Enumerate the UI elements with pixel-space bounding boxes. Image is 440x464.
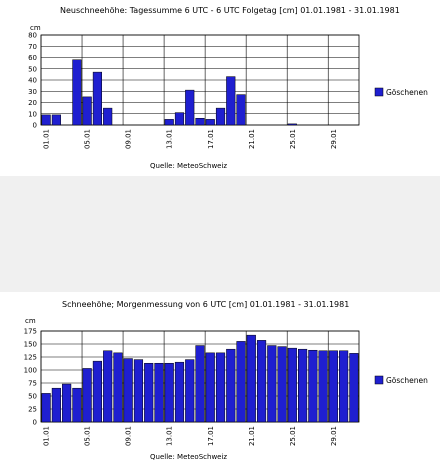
bar bbox=[62, 383, 72, 423]
bar bbox=[318, 350, 328, 423]
separator-area bbox=[0, 176, 440, 292]
x-tick-label: 25.01 bbox=[289, 129, 297, 149]
y-tick-label: 0 bbox=[33, 419, 37, 427]
x-tick-label: 13.01 bbox=[166, 129, 174, 149]
x-tick-label: 21.01 bbox=[248, 426, 256, 446]
bar bbox=[174, 361, 185, 423]
bar bbox=[246, 334, 256, 423]
x-tick-label: 09.01 bbox=[125, 426, 133, 446]
y-tick-label: 100 bbox=[24, 367, 37, 375]
y-tick-label: 50 bbox=[28, 65, 37, 73]
legend-label: Göschenen bbox=[386, 376, 428, 385]
bar bbox=[267, 345, 277, 423]
bar bbox=[215, 352, 226, 423]
bar bbox=[82, 96, 92, 126]
bar bbox=[113, 352, 123, 423]
chart-panel-new-snow: Neuschneehöhe: Tagessumme 6 UTC - 6 UTC … bbox=[0, 0, 440, 176]
y-tick-label: 80 bbox=[28, 32, 37, 40]
chart-panel-snow-depth: Schneehöhe; Morgenmessung von 6 UTC [cm]… bbox=[0, 292, 440, 464]
bar bbox=[349, 353, 359, 423]
chart-title: Neuschneehöhe: Tagessumme 6 UTC - 6 UTC … bbox=[60, 6, 400, 15]
new-snow-chart: Neuschneehöhe: Tagessumme 6 UTC - 6 UTC … bbox=[28, 6, 428, 170]
y-tick-label: 60 bbox=[28, 54, 37, 62]
bar bbox=[185, 89, 195, 126]
bar bbox=[195, 118, 205, 126]
y-tick-label: 50 bbox=[28, 393, 37, 401]
bar bbox=[277, 346, 287, 423]
bar bbox=[287, 123, 297, 126]
bar bbox=[51, 114, 61, 126]
y-tick-label: 20 bbox=[28, 99, 37, 107]
bar bbox=[41, 114, 51, 126]
x-tick-label: 17.01 bbox=[207, 129, 215, 149]
bar bbox=[133, 359, 144, 423]
y-tick-label: 150 bbox=[24, 341, 37, 349]
bar bbox=[195, 345, 205, 423]
y-tick-label: 70 bbox=[28, 43, 37, 51]
y-axis-label: cm bbox=[30, 24, 41, 32]
legend-label: Göschenen bbox=[386, 88, 428, 97]
bar bbox=[226, 76, 236, 126]
bar bbox=[82, 368, 92, 423]
source-note: Quelle: MeteoSchweiz bbox=[150, 162, 227, 170]
bar bbox=[236, 341, 246, 423]
y-tick-label: 25 bbox=[28, 406, 37, 414]
bar bbox=[205, 352, 215, 423]
bar bbox=[164, 362, 174, 423]
source-note: Quelle: MeteoSchweiz bbox=[150, 453, 227, 461]
bar bbox=[51, 387, 61, 423]
chart-title: Schneehöhe; Morgenmessung von 6 UTC [cm]… bbox=[62, 300, 349, 309]
y-tick-label: 30 bbox=[28, 88, 37, 96]
bar bbox=[103, 350, 113, 423]
y-tick-label: 175 bbox=[24, 328, 37, 336]
bar bbox=[205, 119, 215, 126]
y-tick-label: 10 bbox=[28, 110, 37, 118]
x-tick-label: 01.01 bbox=[43, 129, 51, 149]
x-tick-label: 17.01 bbox=[207, 426, 215, 446]
bar bbox=[72, 387, 82, 423]
bar bbox=[226, 348, 236, 423]
bar bbox=[287, 347, 297, 423]
snow-depth-chart: Schneehöhe; Morgenmessung von 6 UTC [cm]… bbox=[24, 300, 429, 461]
bar bbox=[103, 107, 113, 126]
x-tick-label: 29.01 bbox=[330, 129, 338, 149]
bar bbox=[236, 94, 246, 126]
x-tick-label: 25.01 bbox=[289, 426, 297, 446]
bar bbox=[92, 360, 102, 423]
bar bbox=[174, 112, 185, 126]
x-tick-label: 21.01 bbox=[248, 129, 256, 149]
y-tick-label: 75 bbox=[28, 380, 37, 388]
bar bbox=[154, 362, 164, 423]
bar bbox=[308, 349, 318, 423]
y-tick-label: 0 bbox=[33, 122, 37, 130]
legend-swatch bbox=[374, 375, 384, 385]
x-tick-label: 01.01 bbox=[43, 426, 51, 446]
x-tick-label: 05.01 bbox=[84, 129, 92, 149]
y-axis-label: cm bbox=[25, 317, 36, 325]
bar bbox=[164, 119, 174, 126]
bar bbox=[41, 393, 51, 423]
bar bbox=[339, 350, 349, 423]
x-tick-label: 05.01 bbox=[84, 426, 92, 446]
bar bbox=[256, 340, 267, 423]
bar bbox=[144, 362, 154, 423]
bar bbox=[328, 350, 338, 423]
x-tick-label: 13.01 bbox=[166, 426, 174, 446]
legend-swatch bbox=[374, 87, 384, 97]
y-tick-label: 125 bbox=[24, 354, 37, 362]
bar bbox=[215, 107, 226, 126]
x-tick-label: 09.01 bbox=[125, 129, 133, 149]
bar bbox=[123, 358, 133, 423]
bar bbox=[92, 71, 102, 126]
x-tick-label: 29.01 bbox=[330, 426, 338, 446]
y-tick-label: 40 bbox=[28, 77, 37, 85]
bar bbox=[72, 59, 82, 126]
bar bbox=[185, 359, 195, 423]
bar bbox=[298, 348, 308, 423]
